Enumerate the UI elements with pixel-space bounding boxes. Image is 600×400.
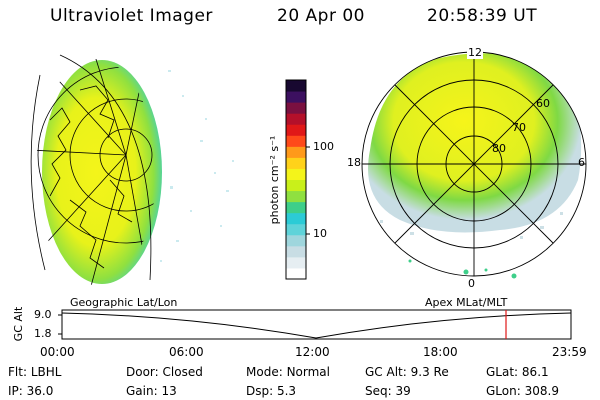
colorbar (285, 79, 310, 280)
colorbar-swatch (286, 124, 306, 136)
colorbar-tick-10: 10 (313, 227, 327, 240)
timeline-ytick-9: 9.0 (34, 308, 52, 321)
footer-gain: Gain: 13 (126, 384, 177, 398)
colorbar-tick-100: 100 (313, 140, 334, 153)
footer-glon: GLon: 308.9 (486, 384, 559, 398)
mlt-label-0: 0 (468, 277, 475, 290)
apex-polar-plot (361, 51, 587, 279)
timeline-xtick-1: 06:00 (169, 345, 204, 359)
footer-seq: Seq: 39 (365, 384, 411, 398)
colorbar-swatch (286, 234, 306, 247)
geographic-image (30, 54, 234, 285)
colorbar-label: photon cm⁻² s⁻¹ (268, 136, 281, 225)
colorbar-swatch (286, 245, 306, 258)
colorbar-swatch (286, 190, 306, 203)
footer-ip: IP: 36.0 (8, 384, 54, 398)
colorbar-swatch (286, 256, 306, 269)
colorbar-swatch (286, 168, 306, 180)
footer-mode: Mode: Normal (246, 365, 330, 379)
timeline-xtick-0: 00:00 (40, 345, 75, 359)
colorbar-swatch (286, 212, 306, 225)
footer-glat: GLat: 86.1 (486, 365, 549, 379)
timeline-xtick-2: 12:00 (295, 345, 330, 359)
footer-gcalt: GC Alt: 9.3 Re (365, 365, 449, 379)
colorbar-swatch (286, 135, 306, 147)
footer-dsp: Dsp: 5.3 (246, 384, 297, 398)
colorbar-swatch (286, 201, 306, 214)
mlt-label-12: 12 (467, 46, 483, 59)
colorbar-swatch (286, 223, 306, 236)
timeline-xtick-3: 18:00 (423, 345, 458, 359)
footer-flt: Flt: LBHL (8, 365, 62, 379)
mlt-label-6: 6 (578, 156, 585, 169)
colorbar-swatch (286, 179, 306, 192)
mlt-label-18: 18 (347, 156, 361, 169)
apex-label: Apex MLat/MLT (425, 296, 508, 309)
colorbar-swatch (286, 91, 306, 103)
colorbar-swatch (286, 146, 306, 158)
timeline-axis-label: GC Alt (12, 306, 25, 341)
lat-label-80: 80 (492, 142, 506, 155)
date-label: 20 Apr 00 (277, 6, 365, 26)
geographic-label: Geographic Lat/Lon (70, 296, 178, 309)
colorbar-swatch (286, 102, 306, 114)
colorbar-swatch (286, 157, 306, 169)
time-label: 20:58:39 UT (427, 6, 538, 26)
app-title: Ultraviolet Imager (50, 6, 213, 26)
timeline-ytick-1-8: 1.8 (34, 327, 52, 340)
colorbar-swatch (286, 80, 306, 92)
colorbar-swatch (286, 113, 306, 125)
altitude-timeline (58, 309, 572, 340)
footer-door: Door: Closed (126, 365, 203, 379)
lat-label-70: 70 (512, 121, 526, 134)
lat-label-60: 60 (536, 97, 550, 110)
colorbar-swatch (286, 267, 306, 280)
timeline-xtick-4: 23:59 (552, 345, 587, 359)
